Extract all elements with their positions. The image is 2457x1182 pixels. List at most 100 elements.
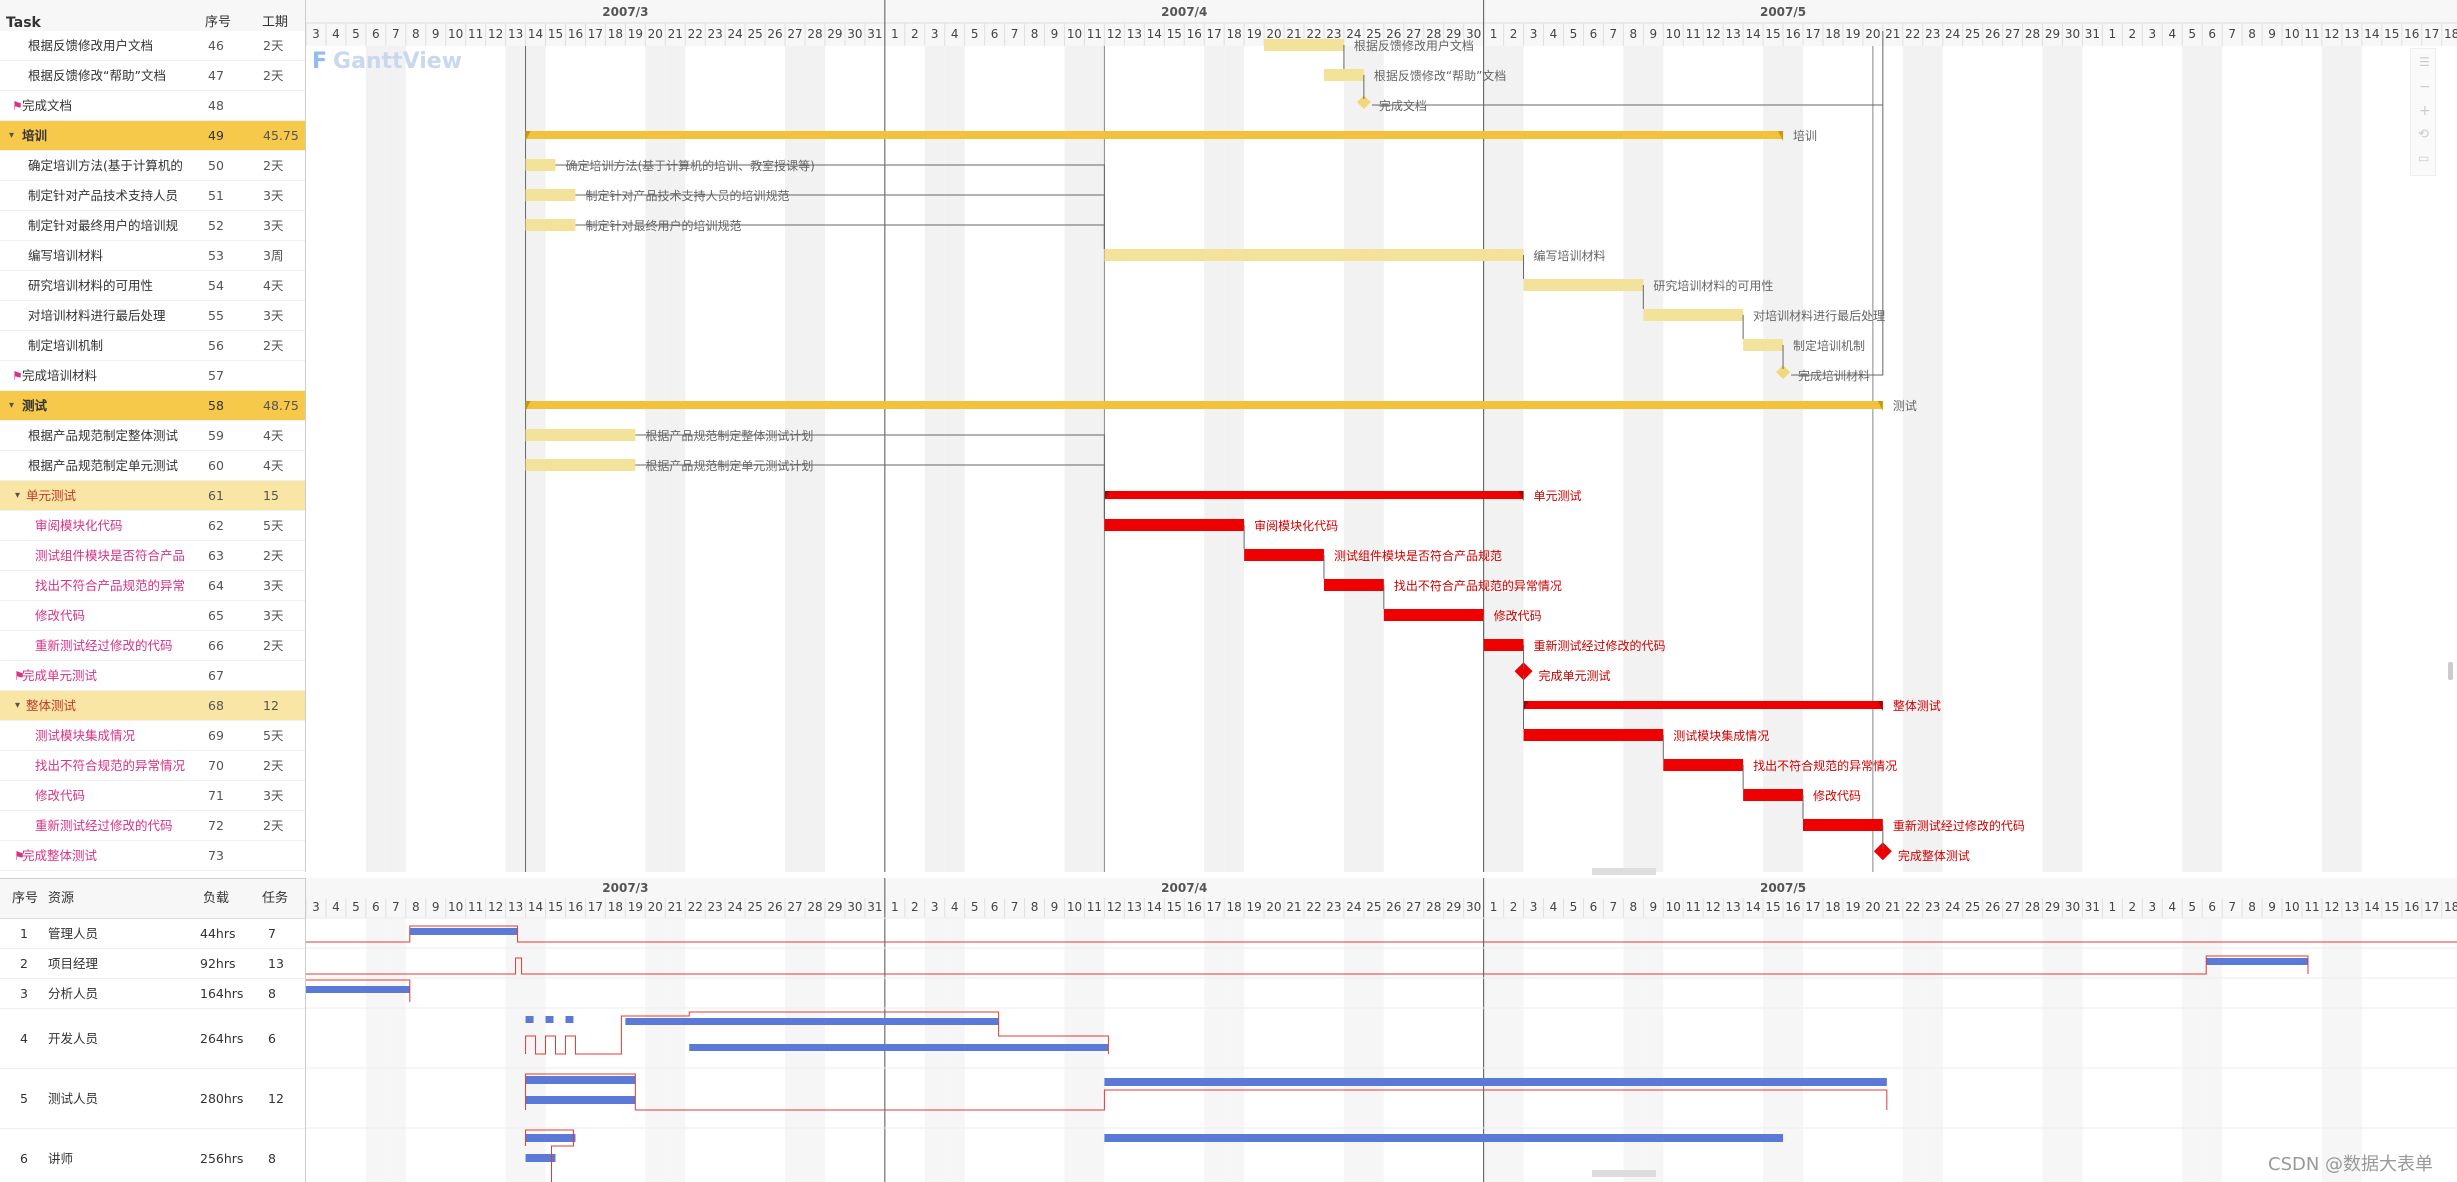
task-row[interactable]: ▾ 整体测试 68 12 [0,691,305,721]
milestone-diamond[interactable] [1873,842,1892,861]
task-row[interactable]: 测试模块集成情况 69 5天 [0,721,305,751]
menu-icon[interactable]: ☰ [2419,55,2430,69]
task-row[interactable]: 编写培训材料 53 3周 [0,241,305,271]
task-row[interactable]: ▾ 测试 58 48.75 [0,391,305,421]
task-duration: 3天 [263,188,284,203]
resource-load-bar[interactable] [545,1016,554,1023]
col-header-task[interactable]: Task [6,15,41,31]
resource-row[interactable]: 2 项目经理 92hrs 13 [0,949,305,979]
resource-row[interactable]: 6 讲师 256hrs 8 [0,1129,305,1182]
task-row[interactable]: 制定培训机制 56 2天 [0,331,305,361]
expand-toggle-icon[interactable]: ▾ [9,400,15,411]
task-bar[interactable] [1323,69,1364,81]
task-row[interactable]: ⚑ 完成单元测试 67 [0,661,305,691]
task-row[interactable]: 修改代码 65 3天 [0,601,305,631]
task-row[interactable]: 找出不符合规范的异常情况 70 2天 [0,751,305,781]
fit-icon[interactable]: ⟲ [2418,127,2429,142]
zoom-out-icon[interactable]: − [2419,79,2431,95]
resource-load-bar[interactable] [689,1044,1109,1051]
task-row[interactable]: 修改代码 71 3天 [0,781,305,811]
task-row[interactable]: 根据产品规范制定单元测试 60 4天 [0,451,305,481]
horizontal-scrollbar-thumb[interactable] [1592,868,1656,875]
critical-task-bar[interactable] [1383,609,1484,621]
task-row[interactable]: 根据产品规范制定整体测试 59 4天 [0,421,305,451]
task-bar[interactable] [525,189,576,201]
critical-task-bar[interactable] [1743,789,1803,801]
task-row[interactable]: 确定培训方法(基于计算机的 50 2天 [0,151,305,181]
resource-load-bar[interactable] [2206,958,2308,965]
task-seq: 58 [208,398,224,413]
export-icon[interactable]: ▭ [2418,151,2430,165]
task-bar[interactable] [1264,39,1344,51]
task-bar[interactable] [1743,339,1784,351]
task-row[interactable]: ⚑ 完成培训材料 57 [0,361,305,391]
summary-bar[interactable] [1104,491,1524,499]
task-row[interactable]: 重新测试经过修改的代码 72 2天 [0,811,305,841]
res-col-seq[interactable]: 序号 [12,891,39,906]
resource-load-bar[interactable] [306,986,410,993]
task-row[interactable]: ⚑ 完成文档 48 [0,91,305,121]
critical-task-bar[interactable] [1244,549,1324,561]
task-row[interactable]: ⚑ 完成整体测试 73 [0,841,305,871]
resource-row[interactable]: 5 测试人员 280hrs 12 [0,1069,305,1129]
resource-load-bar[interactable] [625,1018,999,1025]
day-label: 4 [2168,27,2176,41]
vertical-scrollbar-thumb[interactable] [2448,662,2453,680]
task-row[interactable]: 重新测试经过修改的代码 66 2天 [0,631,305,661]
res-col-name[interactable]: 资源 [48,891,75,906]
milestone-diamond[interactable] [1514,662,1533,681]
critical-task-bar[interactable] [1803,819,1883,831]
task-row[interactable]: 制定针对最终用户的培训规 52 3天 [0,211,305,241]
expand-toggle-icon[interactable]: ▾ [15,700,21,711]
critical-task-bar[interactable] [1483,639,1524,651]
task-row[interactable]: ▾ 培训 49 45.75 [0,121,305,151]
task-row[interactable]: 制定针对产品技术支持人员 51 3天 [0,181,305,211]
summary-bar[interactable] [1523,701,1883,709]
task-row[interactable]: 审阅模块化代码 62 5天 [0,511,305,541]
task-bar[interactable] [525,429,636,441]
day-label: 28 [2025,900,2040,914]
resource-load-bar[interactable] [525,1096,636,1104]
expand-toggle-icon[interactable]: ▾ [9,130,15,141]
task-row[interactable]: 测试组件模块是否符合产品 63 2天 [0,541,305,571]
task-row[interactable]: 根据反馈修改用户文档 46 2天 [0,31,305,61]
res-scrollbar-thumb[interactable] [1592,1170,1656,1177]
col-header-dur[interactable]: 工期 [262,15,289,30]
task-row[interactable]: 研究培训材料的可用性 54 4天 [0,271,305,301]
task-row[interactable]: ▾ 单元测试 61 15 [0,481,305,511]
task-bar[interactable] [525,219,576,231]
zoom-in-icon[interactable]: + [2419,103,2431,119]
res-col-load[interactable]: 负载 [203,891,230,906]
resource-load-bar[interactable] [525,1154,556,1162]
critical-task-bar[interactable] [1323,579,1384,591]
task-bar[interactable] [1643,309,1744,321]
col-header-seq[interactable]: 序号 [205,15,232,30]
day-label: 31 [2085,900,2100,914]
task-bar[interactable] [1104,249,1524,261]
critical-task-bar[interactable] [1523,729,1664,741]
critical-task-bar[interactable] [1663,759,1744,771]
resource-load-bar[interactable] [525,1076,636,1084]
task-bar[interactable] [525,459,636,471]
resource-load-bar[interactable] [409,928,518,935]
task-bar[interactable] [1523,279,1644,291]
task-row[interactable]: 对培训材料进行最后处理 55 3天 [0,301,305,331]
resource-row[interactable]: 4 开发人员 264hrs 6 [0,1009,305,1069]
resource-load-bar[interactable] [525,1016,534,1023]
day-label: 2 [2129,900,2137,914]
summary-bar[interactable] [525,401,1883,409]
resource-load-bar[interactable] [565,1016,574,1023]
resource-row[interactable]: 3 分析人员 164hrs 8 [0,979,305,1009]
expand-toggle-icon[interactable]: ▾ [15,490,21,501]
task-bar[interactable] [525,159,556,171]
res-col-tasks[interactable]: 任务 [262,891,289,906]
task-row[interactable]: 找出不符合产品规范的异常 64 3天 [0,571,305,601]
task-row[interactable]: 根据反馈修改“帮助”文档 47 2天 [0,61,305,91]
resource-load-bar[interactable] [1104,1134,1784,1142]
resource-load-bar[interactable] [1104,1078,1887,1086]
resource-row[interactable]: 1 管理人员 44hrs 7 [0,919,305,949]
resource-load-bar[interactable] [525,1134,576,1142]
gantt-chart: 3 4 5 6 7 8 9 10 11 12 13 14 15 16 17 18 19 20 21 22 23 24 25 2… [306,0,2457,872]
critical-task-bar[interactable] [1104,519,1245,531]
summary-bar[interactable] [525,131,1784,139]
